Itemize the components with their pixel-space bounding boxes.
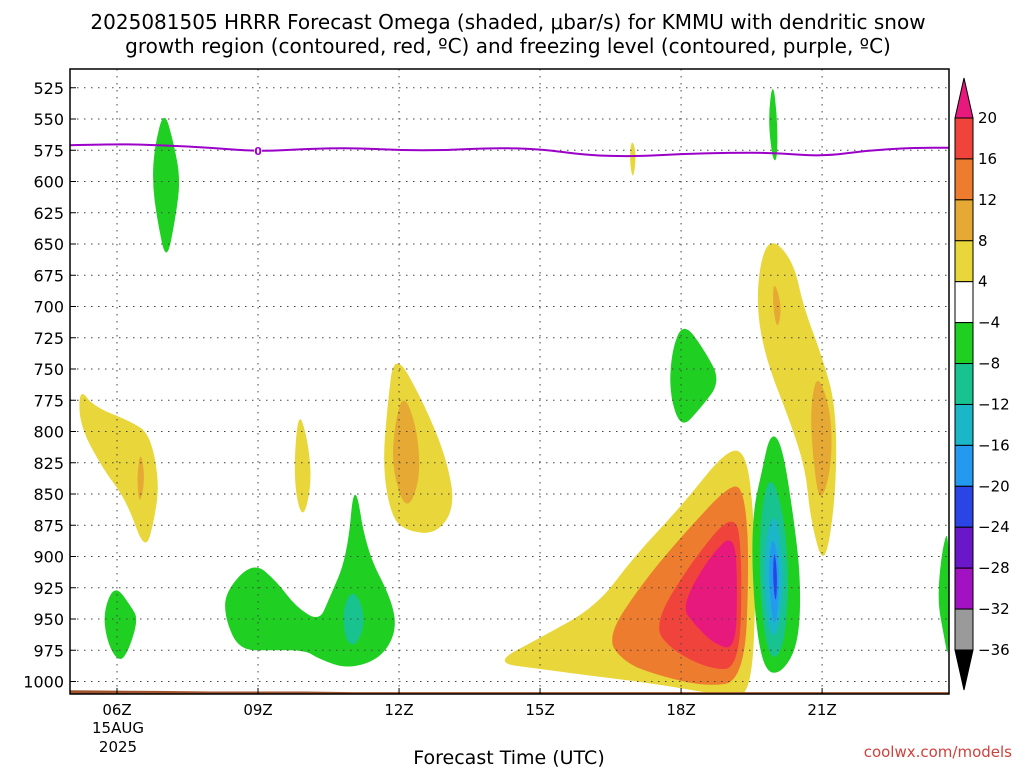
colorbar-swatch: [954, 526, 974, 569]
colorbar-swatch: [954, 403, 974, 446]
y-tick-label: 600: [33, 173, 64, 192]
colorbar-swatch: [954, 199, 974, 242]
omega-region: [938, 535, 949, 653]
x-tick-label: 12Z: [384, 701, 413, 719]
terrain-strip: [70, 690, 949, 694]
y-tick-label: 975: [33, 641, 64, 660]
omega-region: [225, 494, 395, 667]
omega-region: [153, 117, 180, 253]
omega-region: [137, 456, 144, 500]
colorbar-label: −8: [978, 355, 1000, 373]
colorbar-label: −20: [978, 477, 1010, 495]
colorbar-swatch: [954, 363, 974, 405]
y-tick-label: 875: [33, 516, 64, 535]
y-tick-label: 525: [33, 79, 64, 98]
colorbar-swatch: [954, 281, 974, 324]
colorbar-swatch: [954, 608, 974, 651]
omega-region: [343, 593, 364, 645]
y-tick-label: 575: [33, 141, 64, 160]
colorbar-label: 12: [978, 191, 997, 209]
omega-region: [630, 142, 636, 176]
freezing-level-label-bg: [254, 143, 263, 156]
x-date-day: 15AUG: [92, 719, 144, 737]
colorbar: 20 16 12 8 4 −4 −8 −12 −16 −20 −24 −28 −32 −36: [954, 77, 1010, 691]
y-axis: 525 550 575 600 625 650 675 700 725 750 775 800 825 8…: [23, 79, 76, 692]
y-tick-label: 725: [33, 329, 64, 348]
colorbar-label: −28: [978, 559, 1010, 577]
colorbar-swatch: [954, 567, 974, 610]
omega-region: [811, 380, 832, 496]
x-tick-label: 06Z: [102, 701, 131, 719]
x-tick-label: 21Z: [807, 701, 836, 719]
colorbar-label: −32: [978, 600, 1010, 618]
omega-region: [773, 285, 781, 326]
y-tick-label: 750: [33, 360, 64, 379]
colorbar-top-arrow: [954, 77, 974, 119]
omega-region: [294, 419, 311, 513]
y-tick-label: 825: [33, 454, 64, 473]
colorbar-label: −24: [978, 518, 1010, 536]
colorbar-bottom-arrow: [954, 649, 974, 691]
y-tick-label: 625: [33, 204, 64, 223]
y-tick-label: 850: [33, 485, 64, 504]
y-tick-label: 775: [33, 391, 64, 410]
x-tick-label: 09Z: [243, 701, 272, 719]
colorbar-swatch: [954, 158, 974, 201]
y-tick-label: 900: [33, 548, 64, 567]
colorbar-label: 4: [978, 273, 988, 291]
y-tick-label: 650: [33, 235, 64, 254]
omega-region: [104, 590, 137, 660]
y-tick-label: 800: [33, 423, 64, 442]
y-tick-label: 550: [33, 110, 64, 129]
freezing-level-label: 0: [254, 145, 262, 158]
colorbar-label: 8: [978, 232, 988, 250]
y-tick-label: 950: [33, 610, 64, 629]
colorbar-swatch: [954, 485, 974, 528]
y-tick-label: 925: [33, 579, 64, 598]
y-tick-label: 1000: [23, 673, 64, 692]
omega-region: [393, 400, 420, 504]
x-axis-title: Forecast Time (UTC): [413, 747, 604, 768]
colorbar-label: −12: [978, 395, 1010, 413]
x-axis: 06Z 09Z 12Z 15Z 18Z 21Z: [102, 688, 837, 719]
terrain-layer: [70, 690, 949, 694]
colorbar-label: −16: [978, 436, 1010, 454]
colorbar-swatch: [954, 444, 974, 487]
plot-frame: [69, 68, 950, 695]
y-tick-label: 700: [33, 298, 64, 317]
chart-title-line2: growth region (contoured, red, ºC) and f…: [125, 34, 891, 58]
colorbar-swatch: [954, 240, 974, 283]
colorbar-label: 16: [978, 150, 997, 168]
omega-region: [769, 89, 778, 161]
y-tick-label: 675: [33, 266, 64, 285]
credit-text: coolwx.com/models: [864, 743, 1012, 761]
omega-region: [773, 554, 777, 600]
chart-title-line1: 2025081505 HRRR Forecast Omega (shaded, …: [90, 10, 925, 34]
freezing-level-line: [70, 143, 949, 158]
omega-region: [79, 394, 158, 543]
omega-region: [670, 328, 717, 423]
colorbar-label: −36: [978, 641, 1010, 659]
x-date-year: 2025: [99, 738, 137, 756]
freezing-level-layer: 0: [70, 143, 949, 158]
x-tick-label: 15Z: [525, 701, 554, 719]
omega-region: [685, 540, 737, 648]
x-tick-label: 18Z: [666, 701, 695, 719]
colorbar-label: −4: [978, 314, 1000, 332]
colorbar-label: 20: [978, 109, 997, 127]
omega-regions: [79, 89, 949, 694]
colorbar-swatch: [954, 117, 974, 160]
colorbar-swatch: [954, 322, 974, 365]
